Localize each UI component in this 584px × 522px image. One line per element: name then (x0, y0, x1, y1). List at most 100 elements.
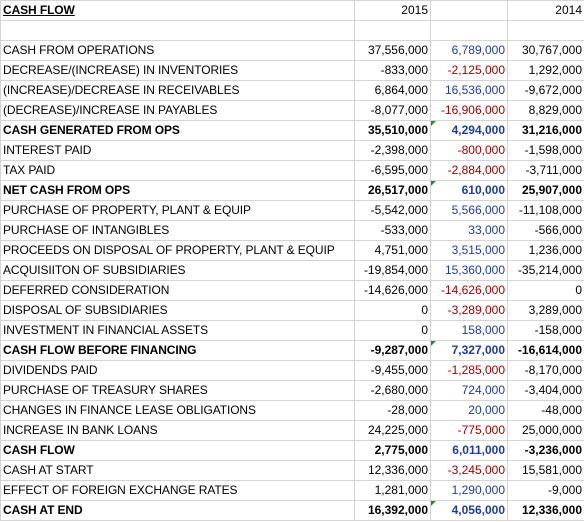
value-2014[interactable]: -11,108,000 (507, 200, 584, 221)
value-difference[interactable]: 610,000 (430, 180, 508, 201)
value-2014[interactable]: 8,829,000 (507, 100, 584, 121)
value-2015[interactable]: -2,680,000 (354, 380, 431, 401)
value-2015[interactable]: -28,000 (354, 400, 431, 421)
value-2014[interactable]: -1,598,000 (507, 140, 584, 161)
value-2014[interactable]: 25,000,000 (507, 420, 584, 441)
value-2014[interactable]: 0 (507, 280, 584, 301)
value-2015[interactable]: -9,287,000 (354, 340, 431, 361)
row-label[interactable]: DECREASE/(INCREASE) IN INVENTORIES (0, 60, 355, 81)
row-label[interactable]: EFFECT OF FOREIGN EXCHANGE RATES (0, 480, 355, 501)
value-2014[interactable]: -566,000 (507, 220, 584, 241)
value-2015[interactable]: 2,775,000 (354, 440, 431, 461)
value-difference[interactable]: 724,000 (430, 380, 508, 401)
value-difference[interactable]: -2,125,000 (430, 60, 508, 81)
value-2014[interactable]: 1,292,000 (507, 60, 584, 81)
value-difference[interactable]: 1,290,000 (430, 480, 508, 501)
row-label[interactable]: INCREASE IN BANK LOANS (0, 420, 355, 441)
row-label[interactable]: TAX PAID (0, 160, 355, 181)
value-2015[interactable]: 0 (354, 300, 431, 321)
row-label[interactable]: CASH FROM OPERATIONS (0, 40, 355, 61)
value-difference[interactable]: -3,289,000 (430, 300, 508, 321)
value-2015[interactable]: -533,000 (354, 220, 431, 241)
value-2014[interactable]: 30,767,000 (507, 40, 584, 61)
value-2015[interactable]: -2,398,000 (354, 140, 431, 161)
value-2015[interactable]: 26,517,000 (354, 180, 431, 201)
value-2015[interactable]: -8,077,000 (354, 100, 431, 121)
value-2014[interactable]: 25,907,000 (507, 180, 584, 201)
value-difference[interactable]: 33,000 (430, 220, 508, 241)
row-label[interactable]: CASH FLOW (0, 440, 355, 461)
value-2015[interactable]: 6,864,000 (354, 80, 431, 101)
row-label[interactable]: PURCHASE OF PROPERTY, PLANT & EQUIP (0, 200, 355, 221)
value-difference[interactable]: -800,000 (430, 140, 508, 161)
value-2014[interactable]: 3,289,000 (507, 300, 584, 321)
value-difference[interactable]: 158,000 (430, 320, 508, 341)
value-2014[interactable]: -9,000 (507, 480, 584, 501)
value-2015[interactable]: 12,336,000 (354, 460, 431, 481)
row-label[interactable]: CASH AT END (0, 500, 355, 521)
value-2015[interactable]: 35,510,000 (354, 120, 431, 141)
value-difference[interactable]: 16,536,000 (430, 80, 508, 101)
value-2014[interactable]: 12,336,000 (507, 500, 584, 521)
value-2015[interactable]: -6,595,000 (354, 160, 431, 181)
value-difference[interactable]: 3,515,000 (430, 240, 508, 261)
value-difference[interactable]: 5,566,000 (430, 200, 508, 221)
value-difference[interactable]: -3,245,000 (430, 460, 508, 481)
value-2015[interactable]: 1,281,000 (354, 480, 431, 501)
sheet-title[interactable]: CASH FLOW (0, 0, 355, 21)
value-2014[interactable]: -3,711,000 (507, 160, 584, 181)
value-2015[interactable]: -19,854,000 (354, 260, 431, 281)
row-label[interactable]: INVESTMENT IN FINANCIAL ASSETS (0, 320, 355, 341)
value-difference[interactable]: 4,056,000 (430, 500, 508, 521)
value-2014[interactable]: -9,672,000 (507, 80, 584, 101)
header-2015[interactable]: 2015 (354, 0, 431, 21)
row-label[interactable]: CASH GENERATED FROM OPS (0, 120, 355, 141)
row-label[interactable]: DIVIDENDS PAID (0, 360, 355, 381)
value-2014[interactable]: -8,170,000 (507, 360, 584, 381)
row-label[interactable]: CASH AT START (0, 460, 355, 481)
row-label[interactable]: PURCHASE OF INTANGIBLES (0, 220, 355, 241)
value-2014[interactable]: -48,000 (507, 400, 584, 421)
row-label[interactable]: PURCHASE OF TREASURY SHARES (0, 380, 355, 401)
value-2015[interactable]: -5,542,000 (354, 200, 431, 221)
value-difference[interactable]: -775,000 (430, 420, 508, 441)
row-label[interactable]: (INCREASE)/DECREASE IN RECEIVABLES (0, 80, 355, 101)
value-2015[interactable]: 4,751,000 (354, 240, 431, 261)
value-difference[interactable]: -16,906,000 (430, 100, 508, 121)
row-label[interactable]: NET CASH FROM OPS (0, 180, 355, 201)
row-label[interactable] (0, 20, 355, 41)
value-2015[interactable]: 37,556,000 (354, 40, 431, 61)
row-label[interactable]: INTEREST PAID (0, 140, 355, 161)
row-label[interactable]: CASH FLOW BEFORE FINANCING (0, 340, 355, 361)
row-label[interactable]: DEFERRED CONSIDERATION (0, 280, 355, 301)
value-2014[interactable] (507, 20, 584, 41)
header-difference[interactable] (430, 0, 508, 21)
value-2014[interactable]: -158,000 (507, 320, 584, 341)
value-difference[interactable]: 15,360,000 (430, 260, 508, 281)
value-2014[interactable]: 1,236,000 (507, 240, 584, 261)
value-2015[interactable]: -9,455,000 (354, 360, 431, 381)
value-difference[interactable]: 20,000 (430, 400, 508, 421)
value-2015[interactable]: 16,392,000 (354, 500, 431, 521)
value-difference[interactable]: 4,294,000 (430, 120, 508, 141)
row-label[interactable]: DISPOSAL OF SUBSIDIARIES (0, 300, 355, 321)
row-label[interactable]: ACQUISIITON OF SUBSIDIARIES (0, 260, 355, 281)
value-2014[interactable]: 15,581,000 (507, 460, 584, 481)
value-2015[interactable] (354, 20, 431, 41)
value-difference[interactable]: 7,327,000 (430, 340, 508, 361)
value-difference[interactable]: -2,884,000 (430, 160, 508, 181)
row-label[interactable]: (DECREASE)/INCREASE IN PAYABLES (0, 100, 355, 121)
value-2014[interactable]: -3,236,000 (507, 440, 584, 461)
value-difference[interactable] (430, 20, 508, 41)
row-label[interactable]: PROCEEDS ON DISPOSAL OF PROPERTY, PLANT … (0, 240, 355, 261)
value-2014[interactable]: 31,216,000 (507, 120, 584, 141)
value-difference[interactable]: 6,011,000 (430, 440, 508, 461)
value-difference[interactable]: -14,626,000 (430, 280, 508, 301)
value-2015[interactable]: 0 (354, 320, 431, 341)
value-difference[interactable]: 6,789,000 (430, 40, 508, 61)
value-2015[interactable]: -833,000 (354, 60, 431, 81)
value-2015[interactable]: -14,626,000 (354, 280, 431, 301)
value-2014[interactable]: -35,214,000 (507, 260, 584, 281)
header-2014[interactable]: 2014 (507, 0, 584, 21)
row-label[interactable]: CHANGES IN FINANCE LEASE OBLIGATIONS (0, 400, 355, 421)
